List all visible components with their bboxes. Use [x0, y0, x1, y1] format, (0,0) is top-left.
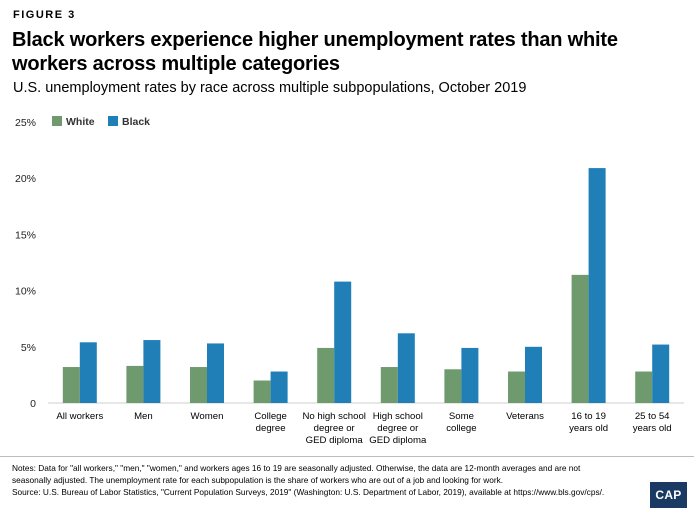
bar-white	[190, 367, 207, 403]
bar-black	[334, 281, 352, 403]
y-tick-label: 20%	[15, 173, 36, 185]
y-tick-label: 15%	[15, 229, 36, 241]
chart-title: Black workers experience higher unemploy…	[12, 29, 618, 75]
y-tick-label: 5%	[21, 342, 36, 354]
x-tick-label-line: Men	[134, 411, 153, 422]
x-tick-label-line: Women	[191, 411, 224, 422]
bar-black	[79, 342, 97, 403]
legend: White Black	[52, 116, 150, 128]
x-tick-label-line: degree or	[377, 423, 419, 434]
bar-black	[525, 346, 542, 403]
y-tick-label: 25%	[15, 117, 36, 129]
legend-swatch-black	[108, 116, 118, 126]
bar-white	[317, 347, 335, 403]
x-tick-label-line: years old	[633, 423, 672, 434]
figure-label: FIGURE 3	[13, 9, 76, 21]
bar-white	[635, 371, 653, 403]
x-tick-label-line: GED diploma	[306, 435, 364, 446]
bar-black	[207, 343, 224, 403]
footer-notes: Notes: Data for "all workers," "men," "w…	[12, 462, 612, 498]
x-tick-label-line: Veterans	[506, 411, 544, 422]
x-tick-label: 25 to 54 years old	[633, 411, 672, 434]
legend-label-black: Black	[122, 116, 150, 128]
y-axis-ticks: 0 5% 10% 15% 20% 25%	[15, 117, 36, 410]
notes-text: Notes: Data for "all workers," "men," "w…	[12, 463, 581, 485]
bar-white	[253, 380, 271, 403]
legend-swatch-white	[52, 116, 62, 126]
x-tick-label: All workers	[56, 411, 103, 422]
x-tick-label: 16 to 19 years old	[569, 411, 608, 434]
bar-black	[588, 168, 606, 403]
bar-black	[652, 344, 670, 403]
bar-white	[126, 365, 144, 403]
bar-white	[62, 367, 80, 403]
x-tick-label-line: High school	[373, 411, 423, 422]
x-tick-label-line: degree or	[314, 423, 356, 434]
x-tick-label: Women	[191, 411, 224, 422]
bar-black	[461, 347, 479, 403]
x-tick-label: No high school degree or GED diploma	[302, 411, 365, 446]
x-tick-label: Veterans	[506, 411, 544, 422]
x-tick-label: Some college	[446, 411, 476, 434]
chart-subtitle: U.S. unemployment rates by race across m…	[13, 80, 527, 96]
x-tick-label-line: No high school	[302, 411, 365, 422]
source-text: Source: U.S. Bureau of Labor Statistics,…	[12, 487, 605, 497]
legend-label-white: White	[66, 116, 95, 128]
x-tick-label-line: All workers	[56, 411, 103, 422]
x-axis-labels: All workers Men Women College degree No high …	[56, 411, 671, 446]
x-tick-label-line: degree	[256, 423, 286, 434]
x-tick-label-line: 16 to 19	[571, 411, 606, 422]
bar-chart: 0 5% 10% 15% 20% 25% All workers Men Women Colle…	[15, 116, 684, 446]
bar-black	[143, 340, 161, 403]
x-tick-label-line: Some	[449, 411, 474, 422]
bar-white	[571, 274, 589, 403]
x-tick-label-line: 25 to 54	[635, 411, 670, 422]
bar-white	[380, 367, 398, 403]
bar-black	[270, 371, 288, 403]
y-tick-label: 10%	[15, 286, 36, 298]
x-tick-label: College degree	[254, 411, 287, 434]
x-tick-label-line: college	[446, 423, 476, 434]
bar-white	[444, 369, 462, 403]
x-tick-label: Men	[134, 411, 153, 422]
footer-divider	[0, 456, 694, 457]
bars-group	[62, 168, 670, 403]
bar-black	[397, 333, 415, 403]
x-tick-label-line: years old	[569, 423, 608, 434]
bar-white	[508, 371, 525, 403]
cap-logo: CAP	[650, 482, 687, 508]
x-tick-label: High school degree or GED diploma	[369, 411, 427, 446]
x-tick-label-line: College	[254, 411, 287, 422]
y-tick-label: 0	[30, 398, 36, 410]
x-tick-label-line: GED diploma	[369, 435, 427, 446]
